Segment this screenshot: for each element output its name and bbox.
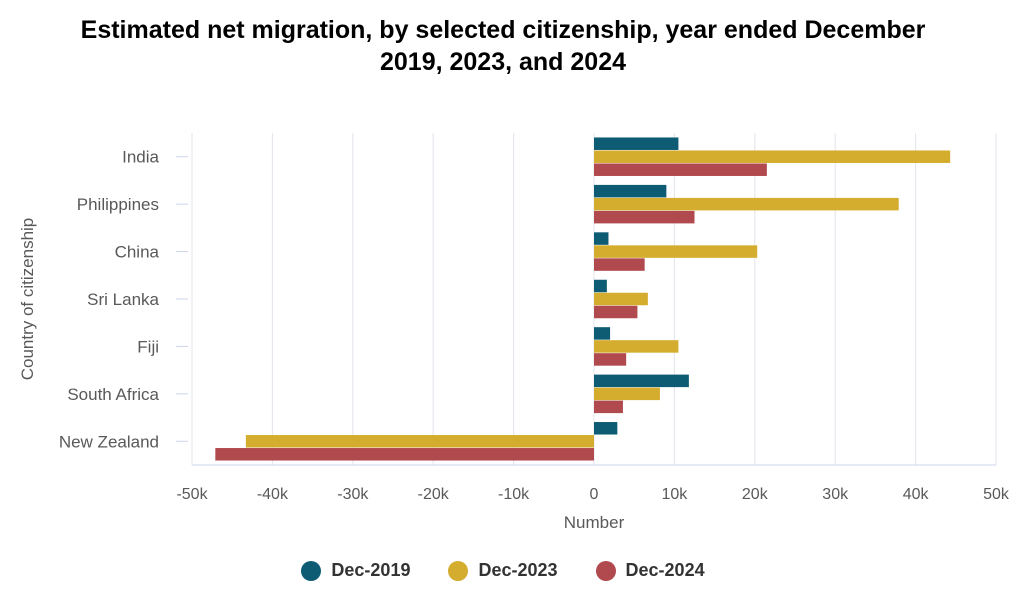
legend-item-dec-2019[interactable]: Dec-2019	[301, 560, 410, 581]
chart-title-line-2: 2019, 2023, and 2024	[379, 48, 627, 76]
x-tick-label: 40k	[903, 486, 930, 503]
bar-dec-2024-sri-lanka[interactable]	[594, 305, 638, 319]
category-label: India	[122, 148, 159, 167]
bar-dec-2019-china[interactable]	[594, 232, 609, 245]
bar-dec-2023-south-africa[interactable]	[594, 387, 660, 401]
x-tick-label: 10k	[662, 486, 689, 503]
category-label: Fiji	[137, 337, 159, 356]
category-label: New Zealand	[59, 432, 159, 451]
legend-swatch	[448, 560, 469, 581]
x-tick-label: -30k	[337, 486, 369, 503]
legend-swatch	[595, 560, 616, 581]
legend-swatch	[301, 560, 322, 581]
x-tick-label: -40k	[257, 486, 289, 503]
legend: Dec-2019 Dec-2023 Dec-2024	[0, 560, 1006, 581]
bar-dec-2019-philippines[interactable]	[594, 184, 667, 198]
category-label: China	[115, 243, 160, 262]
bar-dec-2019-south-africa[interactable]	[594, 374, 689, 388]
x-tick-label: 0	[590, 486, 599, 503]
x-axis-label: Number	[564, 513, 625, 532]
bar-dec-2024-india[interactable]	[594, 163, 767, 176]
x-tick-label: -20k	[418, 486, 450, 503]
legend-item-dec-2023[interactable]: Dec-2023	[448, 560, 558, 581]
category-label: South Africa	[67, 385, 159, 404]
bars	[215, 137, 951, 461]
category-label: Philippines	[77, 195, 159, 214]
bar-dec-2024-china[interactable]	[594, 258, 645, 271]
bar-dec-2023-philippines[interactable]	[594, 197, 899, 211]
legend-item-dec-2024[interactable]: Dec-2024	[595, 560, 705, 581]
chart-title: Estimated net migration, by selected cit…	[0, 14, 1006, 78]
x-tick-label: 20k	[742, 486, 769, 503]
x-tick-label: 30k	[822, 486, 849, 503]
x-tick-label: -50k	[176, 486, 208, 503]
bar-dec-2024-south-africa[interactable]	[594, 400, 623, 414]
bar-dec-2019-fiji[interactable]	[594, 327, 611, 340]
bar-dec-2023-china[interactable]	[594, 245, 758, 258]
category-label: Sri Lanka	[87, 290, 159, 309]
bar-dec-2019-india[interactable]	[594, 137, 679, 150]
bar-dec-2023-sri-lanka[interactable]	[594, 292, 648, 306]
bar-dec-2019-new-zealand[interactable]	[594, 422, 618, 435]
legend-label: Dec-2019	[331, 560, 411, 580]
bar-dec-2024-philippines[interactable]	[594, 210, 695, 224]
x-tick-label: -10k	[498, 486, 530, 503]
bar-dec-2024-fiji[interactable]	[594, 353, 627, 366]
x-tick-label: 50k	[983, 486, 1010, 503]
y-axis-label: Country of citizenship	[18, 218, 37, 381]
bar-dec-2019-sri-lanka[interactable]	[594, 279, 607, 293]
bar-dec-2024-new-zealand[interactable]	[215, 448, 595, 461]
legend-label: Dec-2024	[625, 560, 705, 580]
bar-dec-2023-fiji[interactable]	[594, 340, 679, 353]
legend-label: Dec-2023	[478, 560, 558, 580]
chart-title-line-1: Estimated net migration, by selected cit…	[80, 16, 926, 44]
axes: -50k -40k -30k -20k -10k 0 10k 20k 30k 40k 50k Indi…	[59, 148, 1010, 503]
bar-dec-2023-new-zealand[interactable]	[245, 435, 595, 448]
bar-dec-2023-india[interactable]	[594, 150, 951, 163]
